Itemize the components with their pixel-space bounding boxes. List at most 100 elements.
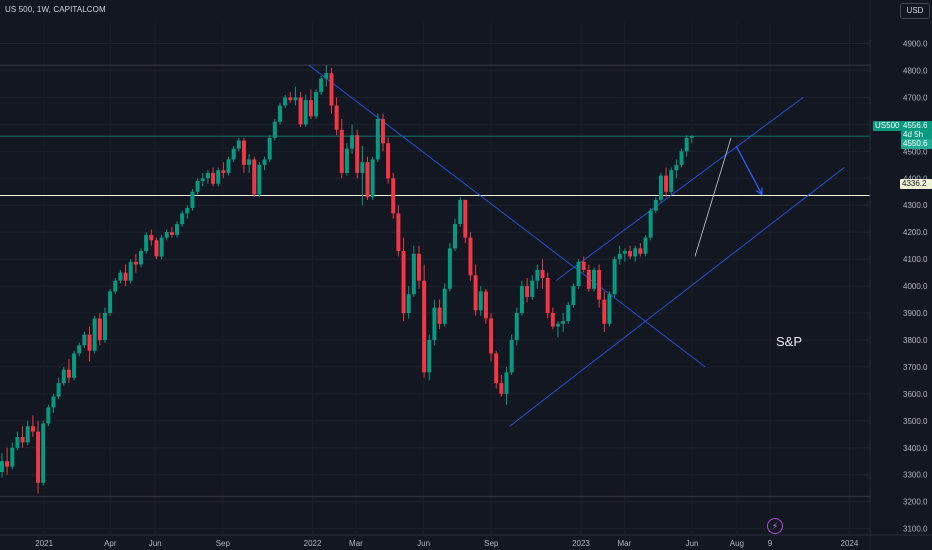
candle-body	[612, 259, 617, 295]
candle-body	[355, 135, 360, 173]
arrow-head	[755, 187, 763, 196]
candle	[133, 253, 138, 273]
lightning-icon[interactable]: ⚡	[767, 518, 783, 534]
candle-body	[380, 119, 385, 144]
candle-body	[314, 92, 319, 117]
candle	[437, 299, 442, 330]
candle-body	[350, 135, 355, 149]
candle-body	[190, 191, 195, 208]
candle-body	[41, 423, 46, 483]
candle-body	[216, 170, 221, 184]
candle	[597, 264, 602, 308]
candle	[350, 124, 355, 155]
candle	[453, 218, 458, 252]
candle	[427, 334, 432, 381]
candle	[571, 283, 576, 308]
candle-body	[514, 313, 519, 340]
candle	[5, 447, 10, 475]
candle-body	[66, 369, 71, 378]
candle	[525, 278, 530, 303]
candle-body	[113, 280, 118, 292]
candle	[319, 75, 324, 95]
candle-body	[319, 78, 324, 93]
candle	[653, 197, 658, 214]
trend-line	[694, 137, 732, 257]
candle	[231, 145, 236, 163]
trend-lines	[308, 64, 845, 427]
candle-body	[684, 137, 689, 152]
candle-body	[36, 431, 41, 483]
candle-body	[272, 121, 277, 138]
candle	[87, 326, 92, 362]
candle	[540, 259, 545, 289]
time-axis[interactable]: 2021 Apr Jun Sep 2022 Mar Jun Sep 2023 Mar Jun Aug 9…	[0, 534, 932, 548]
candle	[82, 331, 87, 349]
candle	[180, 210, 185, 227]
candle	[592, 267, 597, 292]
x-tick-label: Mar	[349, 539, 363, 548]
x-tick-label: Jun	[417, 539, 430, 548]
candle-body	[437, 307, 442, 324]
y-tick-label: 3700.0	[903, 363, 928, 372]
candle	[622, 248, 627, 262]
candle-body	[30, 426, 35, 432]
candle-body	[432, 307, 437, 340]
candle-body	[92, 318, 97, 351]
candle	[118, 269, 123, 284]
y-tick-label: 4400.0	[903, 174, 928, 183]
high-price-tag: 4550.6	[901, 139, 932, 149]
candle-body	[138, 251, 143, 265]
candle	[458, 197, 463, 227]
candle-body	[442, 288, 447, 324]
candle-body	[689, 136, 694, 138]
candle-body	[262, 159, 267, 165]
candle-body	[499, 383, 504, 394]
candle-body	[566, 304, 571, 322]
candle	[334, 97, 339, 136]
candle	[355, 129, 360, 179]
candle	[211, 167, 216, 187]
candle	[581, 256, 586, 273]
candle-body	[324, 73, 329, 79]
candle-body	[308, 100, 313, 117]
candle	[72, 350, 77, 381]
x-tick-label: Mar	[617, 539, 631, 548]
price-axis[interactable]: 4900.04800.04700.04600.04500.04400.04300…	[869, 0, 928, 550]
candle-body	[164, 232, 169, 238]
candle	[566, 302, 571, 324]
candle	[92, 315, 97, 354]
y-tick-label: 4300.0	[903, 201, 928, 210]
candle-body	[118, 272, 123, 281]
candle-body	[561, 321, 566, 324]
candle-body	[473, 275, 478, 311]
candle	[509, 334, 514, 376]
candle-body	[159, 237, 164, 257]
candle	[36, 420, 41, 494]
candle	[308, 89, 313, 120]
candle	[159, 234, 164, 260]
y-tick-label: 4700.0	[903, 93, 928, 102]
candle-body	[185, 207, 190, 214]
candle	[247, 154, 252, 173]
candle-body	[175, 224, 180, 235]
x-tick-label: Sep	[216, 539, 231, 548]
currency-button[interactable]: USD	[900, 3, 930, 19]
arrow-shaft	[735, 145, 763, 195]
candle-body	[247, 159, 252, 165]
candle-body	[617, 253, 622, 260]
candle	[669, 167, 674, 195]
candle	[561, 313, 566, 332]
y-tick-label: 4000.0	[903, 282, 928, 291]
candle	[283, 94, 288, 109]
candle	[576, 259, 581, 289]
candle-body	[535, 269, 540, 281]
candle	[154, 237, 159, 260]
candle	[406, 286, 411, 319]
candle-body	[365, 162, 370, 198]
candle	[386, 137, 391, 184]
candle	[684, 135, 689, 157]
candle	[396, 205, 401, 257]
candle	[638, 242, 643, 257]
candle	[401, 237, 406, 322]
